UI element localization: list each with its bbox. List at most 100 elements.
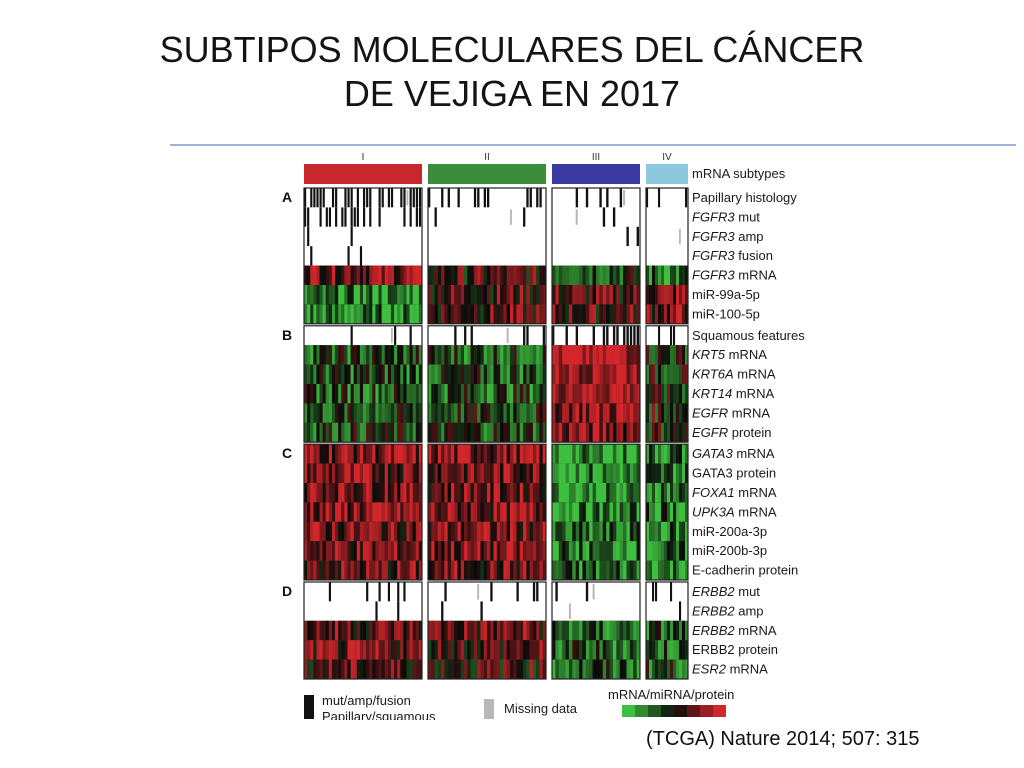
legend-scale-swatch xyxy=(661,705,674,717)
heatmap-cell xyxy=(412,483,417,503)
heatmap-cell-missing xyxy=(390,327,393,344)
heatmap-cell xyxy=(363,620,367,641)
heatmap-cell xyxy=(490,285,494,305)
heatmap-cell xyxy=(353,403,358,423)
subtype-bar-II xyxy=(428,164,546,184)
heatmap-cell xyxy=(500,541,504,561)
heatmap-cell xyxy=(606,463,610,483)
heatmap-cell xyxy=(378,345,382,365)
heatmap-cell xyxy=(626,444,631,464)
heatmap-cell xyxy=(542,560,547,580)
heatmap-cell xyxy=(441,422,445,443)
heatmap-cell xyxy=(493,541,498,561)
cell-bg xyxy=(428,601,546,621)
heatmap-cell xyxy=(565,364,570,384)
heatmap-cell xyxy=(542,659,547,679)
heatmap-cell xyxy=(579,422,583,443)
heatmap-cell xyxy=(366,560,370,580)
heatmap-cell xyxy=(655,483,659,503)
heatmap-cell xyxy=(390,188,394,208)
row-label: ERBB2 mut xyxy=(692,584,760,599)
heatmap-cell xyxy=(679,422,683,443)
heatmap-cell xyxy=(378,620,382,641)
heatmap-cell xyxy=(626,640,631,660)
heatmap-cell xyxy=(636,422,641,443)
heatmap-cell xyxy=(503,444,507,464)
heatmap-cell xyxy=(313,345,317,365)
heatmap-cell xyxy=(619,285,624,305)
heatmap-cell xyxy=(652,444,656,464)
heatmap-cell xyxy=(649,345,653,365)
heatmap-cell xyxy=(313,444,317,464)
heatmap-cell xyxy=(585,285,590,305)
heatmap-cell xyxy=(353,285,358,305)
heatmap-cell xyxy=(572,463,576,483)
heatmap-cell xyxy=(509,265,514,285)
heatmap-cell xyxy=(555,582,558,602)
heatmap-cell xyxy=(616,560,620,580)
heatmap-cell xyxy=(562,403,566,423)
heatmap-cell xyxy=(335,659,339,679)
heatmap-cell xyxy=(350,502,354,522)
heatmap-cell xyxy=(304,502,308,522)
heatmap-cell xyxy=(565,521,570,542)
heatmap-cell xyxy=(589,659,593,679)
heatmap-cell xyxy=(384,541,389,561)
heatmap-cell xyxy=(415,285,420,305)
heatmap-cell xyxy=(646,483,650,503)
heatmap-cell xyxy=(575,521,580,542)
heatmap-cell xyxy=(457,403,462,423)
heatmap-cell xyxy=(562,560,566,580)
heatmap-cell xyxy=(626,483,631,503)
heatmap-cell xyxy=(310,659,314,679)
heatmap-cell xyxy=(447,640,452,660)
legend-scale-swatch xyxy=(635,705,648,717)
heatmap-cell xyxy=(649,384,653,404)
heatmap-cell xyxy=(673,403,677,423)
heatmap-cell xyxy=(313,422,317,443)
heatmap-cell xyxy=(579,364,583,384)
heatmap-cell xyxy=(359,345,364,365)
heatmap-cell xyxy=(381,620,386,641)
heatmap-cell xyxy=(490,463,494,483)
block-frame xyxy=(551,581,641,680)
block-frame xyxy=(645,187,689,325)
heatmap-cell xyxy=(572,659,576,679)
heatmap-cell xyxy=(679,384,683,404)
heatmap-cell xyxy=(328,502,333,522)
heatmap-cell xyxy=(378,265,382,285)
heatmap-cell xyxy=(372,483,376,503)
heatmap-cell xyxy=(529,403,534,423)
heatmap-cell xyxy=(464,560,468,580)
heatmap-cell xyxy=(661,640,665,660)
heatmap-cell xyxy=(503,502,507,522)
heatmap-cell xyxy=(403,265,407,285)
heatmap-cell xyxy=(496,265,501,285)
heatmap-cell xyxy=(335,640,339,660)
heatmap-cell xyxy=(670,422,674,443)
heatmap-cell xyxy=(585,422,590,443)
heatmap-cell xyxy=(338,304,342,324)
heatmap-cell xyxy=(619,659,624,679)
heatmap-cell xyxy=(519,345,524,365)
heatmap-cell xyxy=(350,265,354,285)
heatmap-cell xyxy=(310,483,314,503)
heatmap-cell xyxy=(454,541,458,561)
heatmap-cell xyxy=(363,422,367,443)
heatmap-cell xyxy=(685,521,689,542)
heatmap-cell xyxy=(661,265,665,285)
heatmap-cell xyxy=(480,304,485,324)
heatmap-cell xyxy=(552,304,556,324)
heatmap-cell xyxy=(558,620,563,641)
heatmap-cell xyxy=(602,325,606,346)
heatmap-cell xyxy=(626,502,631,522)
heatmap-cell xyxy=(441,364,445,384)
heatmap-cell xyxy=(667,620,671,641)
heatmap-cell xyxy=(310,285,314,305)
heatmap-cell xyxy=(387,285,392,305)
heatmap-cell xyxy=(350,659,354,679)
heatmap-cell-missing xyxy=(575,209,578,225)
heatmap-cell xyxy=(572,364,576,384)
heatmap-cell xyxy=(565,483,570,503)
heatmap-cell xyxy=(519,620,524,641)
